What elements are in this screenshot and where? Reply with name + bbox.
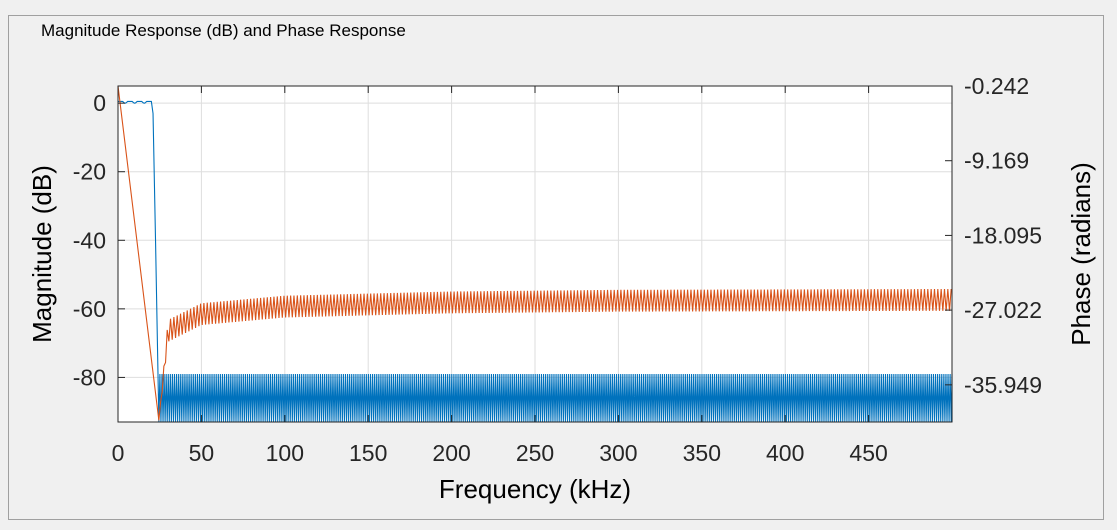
y-left-tick-label: 0 bbox=[93, 90, 106, 116]
y-right-tick-label: -18.095 bbox=[964, 222, 1042, 248]
x-axis-label: Frequency (kHz) bbox=[439, 474, 631, 504]
x-tick-label: 200 bbox=[432, 440, 470, 466]
x-tick-label: 450 bbox=[849, 440, 887, 466]
response-panel: Magnitude Response (dB) and Phase Respon… bbox=[8, 15, 1104, 520]
tick-marks bbox=[117, 85, 952, 422]
x-tick-label: 100 bbox=[266, 440, 304, 466]
x-tick-label: 0 bbox=[112, 440, 125, 466]
x-tick-label: 350 bbox=[683, 440, 721, 466]
magnitude-line bbox=[118, 100, 953, 423]
y-right-tick-label: -0.242 bbox=[964, 73, 1029, 99]
y-left-tick-label: -80 bbox=[73, 364, 106, 390]
y-left-axis-label: Magnitude (dB) bbox=[27, 165, 57, 343]
y-right-tick-label: -27.022 bbox=[964, 297, 1042, 323]
y-left-tick-label: -20 bbox=[73, 159, 106, 185]
phase-series bbox=[117, 85, 952, 421]
panel-title: Magnitude Response (dB) and Phase Respon… bbox=[39, 21, 408, 41]
phase-line bbox=[117, 85, 952, 421]
x-tick-label: 300 bbox=[599, 440, 637, 466]
x-tick-label: 400 bbox=[766, 440, 804, 466]
x-tick-labels: 0 50 100 150 200 250 300 350 400 450 bbox=[112, 440, 888, 466]
x-tick-label: 50 bbox=[189, 440, 215, 466]
y-right-tick-label: -35.949 bbox=[964, 372, 1042, 398]
y-right-tick-labels: -0.242 -9.169 -18.095 -27.022 -35.949 bbox=[964, 73, 1042, 398]
x-tick-label: 250 bbox=[516, 440, 554, 466]
x-tick-label: 150 bbox=[349, 440, 387, 466]
magnitude-series bbox=[118, 100, 953, 423]
y-left-tick-label: -40 bbox=[73, 227, 106, 253]
y-left-tick-labels: 0 -20 -40 -60 -80 bbox=[73, 90, 106, 390]
y-right-tick-label: -9.169 bbox=[964, 148, 1029, 174]
y-left-tick-label: -60 bbox=[73, 296, 106, 322]
y-right-axis-label: Phase (radians) bbox=[1066, 162, 1096, 346]
